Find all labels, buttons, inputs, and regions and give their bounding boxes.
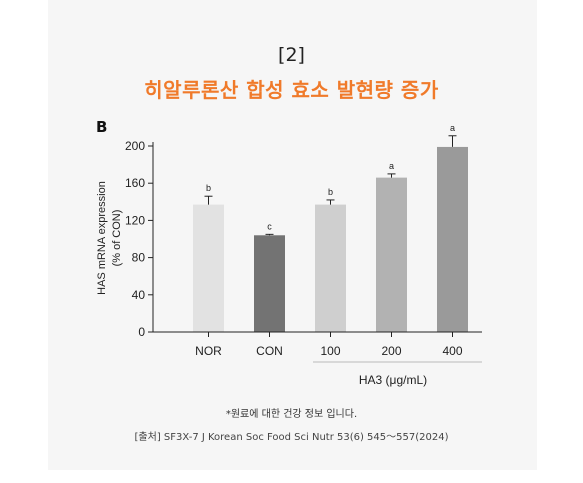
y-tick-label: 80 bbox=[132, 251, 146, 265]
x-tick-label: NOR bbox=[195, 344, 222, 358]
y-tick-label: 200 bbox=[125, 139, 145, 153]
footnote: *원료에 대한 건강 정보 입니다. bbox=[225, 409, 358, 420]
significance-label: c bbox=[267, 221, 272, 231]
x-tick-label: 400 bbox=[442, 344, 462, 358]
y-axis-label-unit: (% of CON) bbox=[111, 210, 123, 267]
bar-100 bbox=[315, 204, 346, 332]
bar-nor bbox=[193, 204, 224, 332]
bar-400 bbox=[437, 146, 468, 332]
x-tick-label: 200 bbox=[381, 344, 401, 358]
significance-label: b bbox=[206, 183, 211, 193]
y-tick-label: 40 bbox=[132, 288, 146, 302]
y-axis-label: HAS mRNA expression bbox=[96, 181, 108, 295]
bars: b c b a a bbox=[193, 123, 468, 332]
bar-con bbox=[254, 235, 285, 332]
significance-label: a bbox=[450, 123, 455, 133]
panel-label: B bbox=[96, 118, 108, 136]
x-tick-label: CON bbox=[256, 344, 283, 358]
y-tick-label: 0 bbox=[138, 325, 145, 339]
y-tick-label: 160 bbox=[125, 176, 145, 190]
source-citation: [출처] SF3X-7 J Korean Soc Food Sci Nutr 5… bbox=[134, 432, 449, 443]
heading-title: 히알루론산 합성 효소 발현량 증가 bbox=[144, 78, 439, 102]
y-tick-label: 120 bbox=[125, 213, 145, 227]
significance-label: a bbox=[389, 161, 394, 171]
y-axis: 0 40 80 120 160 200 bbox=[125, 139, 154, 339]
bar-200 bbox=[376, 177, 407, 332]
heading-number: [2] bbox=[278, 44, 305, 66]
significance-label: b bbox=[328, 187, 333, 197]
x-axis-label: HA3 (μg/mL) bbox=[359, 373, 427, 387]
x-tick-label: 100 bbox=[320, 344, 340, 358]
x-axis: NOR CON 100 200 400 bbox=[153, 331, 482, 358]
